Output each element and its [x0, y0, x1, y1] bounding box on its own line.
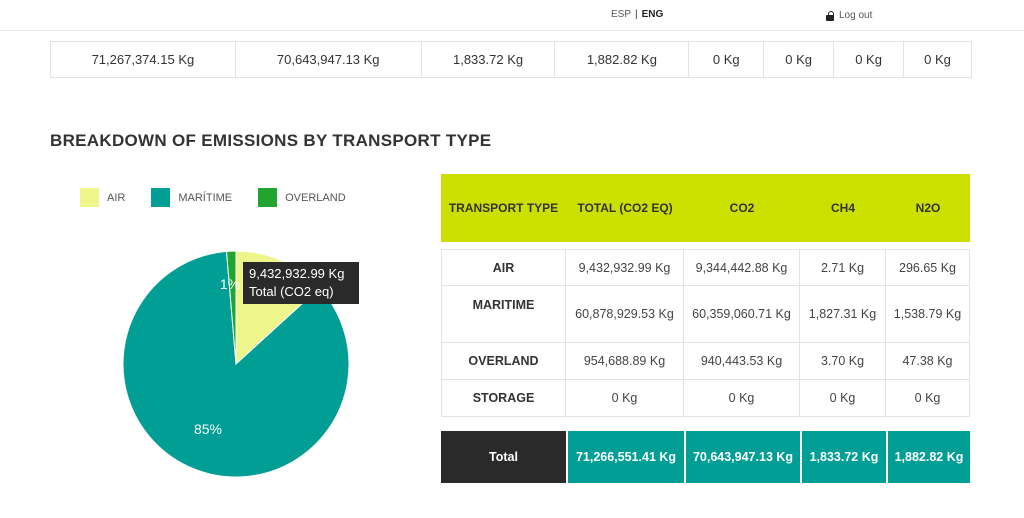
row-label: STORAGE — [441, 380, 566, 417]
summary-cell: 0 Kg — [903, 41, 972, 78]
section-title: BREAKDOWN OF EMISSIONS BY TRANSPORT TYPE — [50, 131, 492, 150]
summary-cell: 0 Kg — [763, 41, 835, 78]
table-cell: 2.71 Kg — [800, 249, 886, 286]
legend-swatch-air — [80, 188, 99, 207]
table-cell: 0 Kg — [886, 380, 970, 417]
table-header-row: TRANSPORT TYPE TOTAL (CO2 EQ) CO2 CH4 N2… — [441, 174, 970, 242]
legend-swatch-maritime — [151, 188, 171, 207]
table-cell: 0 Kg — [800, 380, 886, 417]
table-cell: 47.38 Kg — [886, 343, 970, 380]
table-row: OVERLAND 954,688.89 Kg 940,443.53 Kg 3.7… — [441, 343, 970, 380]
legend-item-maritime[interactable]: MARÍTIME — [151, 188, 232, 207]
summary-cell: 0 Kg — [833, 41, 905, 78]
total-label: Total — [441, 431, 566, 483]
chart-tooltip: 9,432,932.99 Kg Total (CO2 eq) — [243, 262, 359, 304]
lang-esp-link[interactable]: ESP — [611, 9, 632, 20]
col-header-ch4: CH4 — [800, 174, 886, 242]
total-cell: 1,833.72 Kg — [800, 431, 886, 483]
breakdown-table: TRANSPORT TYPE TOTAL (CO2 EQ) CO2 CH4 N2… — [441, 174, 970, 483]
logout-label: Log out — [839, 10, 873, 21]
pie-slice-maritime[interactable] — [122, 250, 350, 478]
legend-item-air[interactable]: AIR — [80, 188, 125, 207]
table-cell: 60,878,929.53 Kg — [566, 286, 684, 343]
top-bar: ESP | ENG Log out — [0, 0, 1024, 31]
row-label: OVERLAND — [441, 343, 566, 380]
table-cell: 9,432,932.99 Kg — [566, 249, 684, 286]
legend-label-maritime: MARÍTIME — [178, 191, 233, 204]
legend-item-overland[interactable]: OVERLAND — [258, 188, 346, 207]
table-row: MARITIME 60,878,929.53 Kg 60,359,060.71 … — [441, 286, 970, 343]
table-cell: 9,344,442.88 Kg — [684, 249, 800, 286]
table-cell: 954,688.89 Kg — [566, 343, 684, 380]
total-cell: 1,882.82 Kg — [886, 431, 970, 483]
summary-cell: 1,882.82 Kg — [554, 41, 690, 78]
table-row: AIR 9,432,932.99 Kg 9,344,442.88 Kg 2.71… — [441, 249, 970, 286]
table-cell: 296.65 Kg — [886, 249, 970, 286]
lang-eng-link[interactable]: ENG — [641, 9, 664, 20]
pie-slice-label: 1% — [220, 276, 240, 292]
logout-button[interactable]: Log out — [826, 10, 872, 21]
row-label: MARITIME — [441, 286, 566, 343]
summary-table: 71,267,374.15 Kg 70,643,947.13 Kg 1,833.… — [50, 41, 972, 78]
summary-cell: 1,833.72 Kg — [420, 41, 556, 78]
pie-slice-overland[interactable] — [225, 250, 237, 365]
table-cell: 1,827.31 Kg — [800, 286, 886, 343]
table-cell: 0 Kg — [684, 380, 800, 417]
pie-slice-label: 85% — [194, 421, 222, 437]
tooltip-label: Total (CO2 eq) — [249, 284, 334, 299]
chart-legend: AIR MARÍTIME OVERLAND — [80, 188, 372, 207]
col-header-total: TOTAL (CO2 EQ) — [566, 174, 684, 242]
summary-cell: 70,643,947.13 Kg — [234, 41, 422, 78]
summary-cell: 0 Kg — [688, 41, 765, 78]
table-cell: 0 Kg — [566, 380, 684, 417]
table-cell: 3.70 Kg — [800, 343, 886, 380]
summary-row: 71,267,374.15 Kg 70,643,947.13 Kg 1,833.… — [50, 41, 972, 78]
legend-swatch-overland — [258, 188, 278, 207]
emissions-pie-chart: 85% 1% — [122, 250, 350, 478]
total-row: Total 71,266,551.41 Kg 70,643,947.13 Kg … — [441, 431, 970, 483]
row-label: AIR — [441, 249, 566, 286]
col-header-transport-type: TRANSPORT TYPE — [441, 174, 566, 242]
table-cell: 60,359,060.71 Kg — [684, 286, 800, 343]
col-header-co2: CO2 — [684, 174, 800, 242]
table-cell: 1,538.79 Kg — [886, 286, 970, 343]
total-cell: 70,643,947.13 Kg — [684, 431, 800, 483]
table-cell: 940,443.53 Kg — [684, 343, 800, 380]
legend-label-overland: OVERLAND — [285, 191, 346, 204]
lock-open-icon — [826, 10, 835, 21]
table-row: STORAGE 0 Kg 0 Kg 0 Kg 0 Kg — [441, 380, 970, 417]
summary-cell: 71,267,374.15 Kg — [50, 41, 236, 78]
total-cell: 71,266,551.41 Kg — [566, 431, 684, 483]
legend-label-air: AIR — [107, 191, 126, 204]
lang-separator: | — [635, 9, 638, 20]
tooltip-value: 9,432,932.99 Kg — [249, 266, 345, 281]
col-header-n2o: N2O — [886, 174, 970, 242]
language-switcher: ESP | ENG — [611, 9, 663, 20]
